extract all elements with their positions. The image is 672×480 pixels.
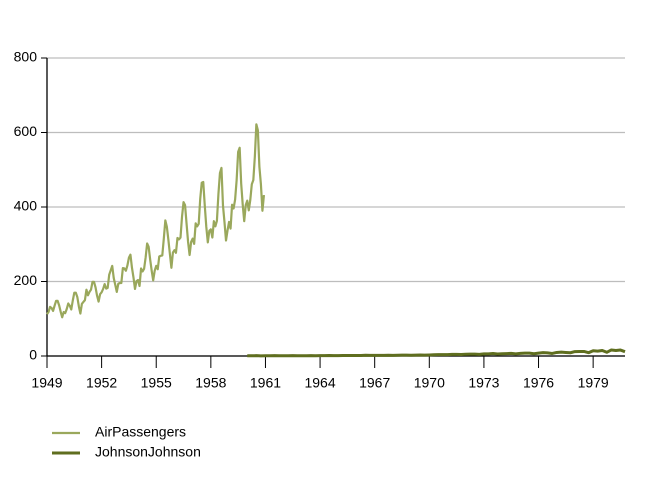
x-tick-label: 1976 <box>523 375 554 391</box>
series-line <box>247 348 626 358</box>
x-tick-label: 1958 <box>195 375 226 391</box>
x-tick-label: 1955 <box>141 375 172 391</box>
legend-label: AirPassengers <box>95 424 186 440</box>
x-tick-label: 1952 <box>86 375 117 391</box>
x-tick-label: 1970 <box>414 375 445 391</box>
y-tick-label: 400 <box>14 198 38 214</box>
legend-label: JohnsonJohnson <box>95 444 201 460</box>
x-tick-label: 1967 <box>359 375 390 391</box>
y-tick-label: 0 <box>29 347 37 363</box>
x-tick-label: 1961 <box>250 375 281 391</box>
x-tick-label: 1979 <box>578 375 609 391</box>
y-tick-label: 800 <box>14 49 38 65</box>
x-tick-label: 1973 <box>468 375 499 391</box>
y-tick-label: 600 <box>14 123 38 139</box>
x-tick-label: 1964 <box>304 375 335 391</box>
x-tick-label: 1949 <box>31 375 62 391</box>
series-line <box>46 123 266 319</box>
y-tick-label: 200 <box>14 272 38 288</box>
